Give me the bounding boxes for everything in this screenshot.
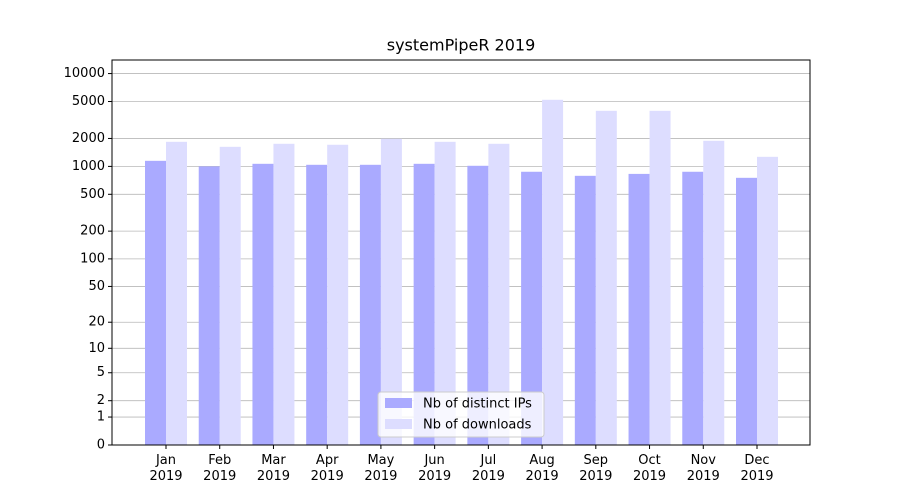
legend-label: Nb of downloads [423,418,532,433]
bar [703,140,725,445]
bar [359,164,381,445]
x-tick-label: May 2019 [364,453,398,484]
y-tick-label: 100 [80,251,105,266]
bar [327,144,349,445]
bar [145,160,166,445]
legend-swatch [385,419,412,429]
y-tick-label: 10 [88,341,105,356]
x-tick-label: Jun 2019 [418,453,452,484]
bar [413,163,435,445]
x-tick-label: Oct 2019 [632,453,667,484]
bar [682,171,704,445]
bar [521,171,543,445]
bar [380,138,402,445]
x-tick-label: Apr 2019 [310,453,344,484]
bar [198,166,220,445]
x-tick-label: Jul 2019 [471,453,505,484]
x-tick-label: Nov 2019 [686,453,720,484]
x-tick-label: Mar 2019 [256,453,290,484]
bar [736,177,757,445]
y-tick-label: 20 [88,315,105,330]
y-tick-label: 5 [97,365,105,380]
bar [166,141,187,445]
bar [574,175,596,445]
bar [595,110,617,445]
plot-frame [111,59,811,446]
x-tick-label: Jan 2019 [149,453,183,484]
y-tick-label: 2000 [72,131,105,146]
x-tick-label: Aug 2019 [525,453,559,484]
x-tick-label: Dec 2019 [740,453,774,484]
y-tick-label: 1 [97,410,105,425]
x-tick-label: Sep 2019 [579,453,613,484]
y-tick-label: 2 [97,393,105,408]
bar [628,173,650,445]
legend-box [377,391,545,438]
bar [649,110,671,445]
bar [542,99,564,445]
bar [252,163,274,445]
bar [219,146,241,445]
legend-label: Nb of distinct IPs [423,397,532,412]
bar [434,141,456,445]
bar [306,164,328,445]
bar [757,156,778,445]
bar [273,143,295,445]
bar [467,165,489,445]
chart-title: systemPipeR 2019 [387,36,536,55]
x-tick-label: Feb 2019 [203,453,237,484]
y-tick-label: 1000 [72,159,105,174]
legend: Nb of distinct IPs Nb of downloads [377,391,545,438]
legend-swatch [385,398,412,408]
y-tick-label: 0 [97,438,105,453]
y-tick-label: 10000 [64,66,105,81]
y-tick-label: 50 [88,279,105,294]
y-tick-label: 200 [80,224,105,239]
bar [488,143,510,445]
y-tick-label: 500 [80,187,105,202]
y-tick-label: 5000 [72,94,105,109]
